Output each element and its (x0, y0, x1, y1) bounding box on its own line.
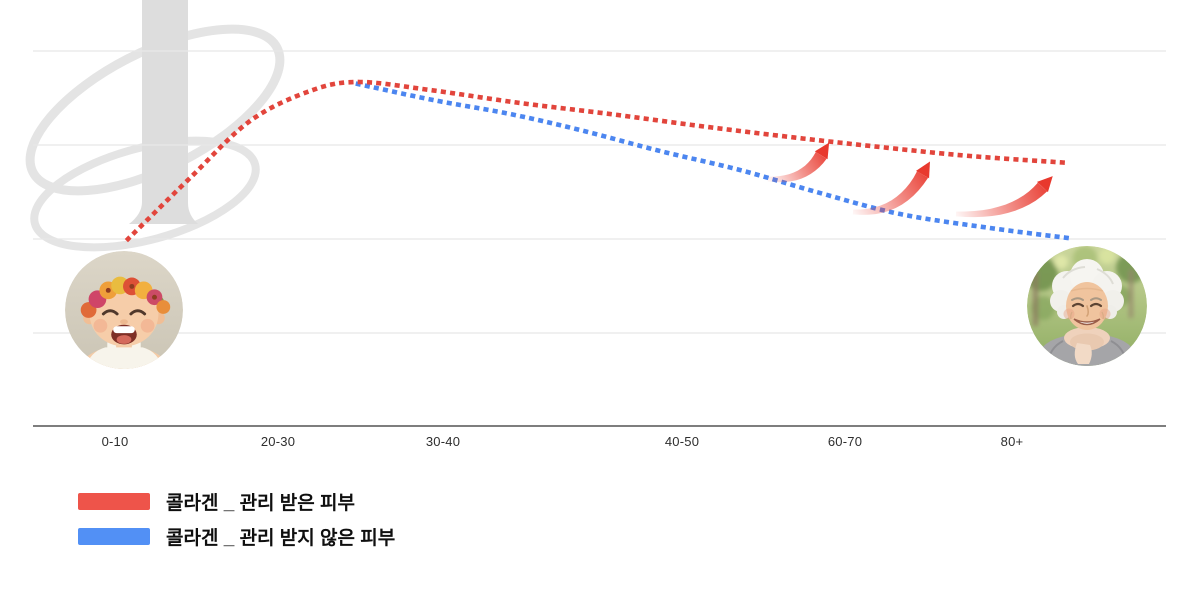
x-axis-label: 60-70 (827, 434, 863, 449)
x-axis-label: 80+ (1000, 434, 1024, 449)
x-axis-label: 20-30 (260, 434, 296, 449)
legend-item-treated-skin: 콜라겐 _ 관리 받은 피부 (78, 492, 395, 514)
elderly-woman-photo (1027, 246, 1147, 366)
boost-arrow-head (1037, 176, 1053, 193)
x-axis: 0-10 20-30 30-40 40-50 60-70 80+ (0, 434, 1200, 454)
boost-arrow (955, 182, 1048, 218)
untreated-skin-curve (355, 81, 1071, 241)
boost-arrow-head (814, 142, 830, 160)
treated-skin-curve (124, 79, 1073, 243)
baby-photo-illustration (65, 251, 183, 369)
legend-item-untreated-skin: 콜라겐 _ 관리 받지 않은 피부 (78, 527, 395, 549)
x-axis-label: 0-10 (101, 434, 129, 449)
boost-arrow (852, 171, 929, 215)
boost-arrow (767, 152, 827, 183)
boost-arrow-head (916, 161, 930, 179)
legend-swatch-blue (78, 527, 150, 545)
baby-photo (65, 251, 183, 369)
x-axis-label: 30-40 (425, 434, 461, 449)
legend-label-treated-skin: 콜라겐 _ 관리 받은 피부 (166, 492, 356, 514)
flower-crown (80, 276, 171, 318)
elderly-woman-photo-illustration (1027, 246, 1147, 366)
x-axis-label: 40-50 (664, 434, 700, 449)
legend-label-untreated-skin: 콜라겐 _ 관리 받지 않은 피부 (166, 527, 396, 549)
legend: 콜라겐 _ 관리 받은 피부 콜라겐 _ 관리 받지 않은 피부 (78, 492, 395, 562)
legend-swatch-red (78, 492, 150, 510)
